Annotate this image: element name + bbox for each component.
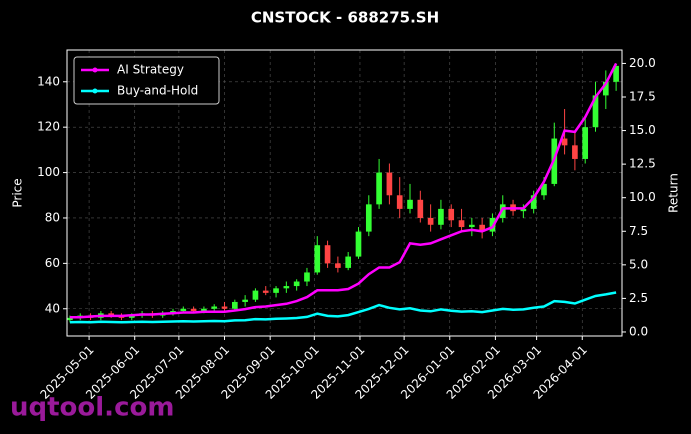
candle-body	[602, 81, 609, 96]
candle-body	[458, 220, 465, 228]
candle-body	[221, 306, 228, 309]
candle-body	[314, 245, 321, 273]
candle-body	[211, 306, 218, 309]
y-tick-label: 80	[45, 210, 60, 224]
candle-body	[417, 199, 424, 218]
chart-title: CNSTOCK - 688275.SH	[251, 9, 439, 27]
candle-body	[262, 290, 269, 293]
candle-body	[345, 256, 352, 268]
candle-body	[283, 286, 290, 289]
candle-body	[324, 245, 331, 264]
candle-body	[335, 263, 341, 268]
y2-tick-label: 12.5	[629, 157, 656, 171]
candle-body	[242, 299, 248, 302]
y-tick-label: 40	[45, 301, 60, 315]
candle-body	[479, 224, 485, 232]
y2-tick-label: 20.0	[629, 56, 656, 70]
y-tick-label: 140	[37, 74, 60, 88]
legend-marker	[92, 88, 98, 94]
legend-box	[73, 56, 220, 105]
candle-body	[520, 208, 527, 212]
candle-body	[273, 288, 279, 293]
y2-axis-label: Return	[667, 173, 681, 213]
candle-body	[427, 217, 434, 225]
watermark: uqtool.com	[10, 393, 174, 423]
candle-body	[499, 204, 506, 218]
candle-body	[365, 204, 372, 232]
legend-label: AI Strategy	[117, 63, 184, 77]
legend-marker	[92, 67, 98, 73]
candle-body	[190, 308, 197, 312]
candle-body	[128, 315, 135, 318]
candle-body	[448, 208, 455, 221]
plot-frame	[66, 49, 623, 337]
candle-body	[582, 127, 589, 159]
y2-tick-label: 2.5	[629, 291, 648, 305]
candle-body	[572, 145, 578, 159]
y2-tick-label: 7.5	[629, 224, 648, 238]
candle-body	[541, 183, 547, 196]
candle-body	[304, 272, 310, 282]
y2-tick-label: 0.0	[629, 324, 648, 338]
candle-body	[438, 208, 444, 225]
y-axis-label: Price	[11, 178, 25, 207]
candle-body	[613, 65, 619, 82]
candle-body	[180, 308, 187, 312]
candle-body	[396, 195, 403, 209]
candle-body	[355, 231, 362, 257]
candle-body	[231, 301, 238, 309]
candle-body	[201, 308, 207, 312]
legend-label: Buy-and-Hold	[117, 84, 198, 98]
candle-body	[592, 95, 599, 128]
y-tick-label: 60	[45, 256, 60, 270]
y-tick-label: 100	[37, 165, 60, 179]
series-line	[69, 291, 617, 324]
series-line	[69, 62, 618, 319]
y2-tick-label: 5.0	[629, 257, 648, 271]
candle-body	[293, 281, 300, 287]
candle-body	[67, 317, 73, 321]
y2-tick-label: 10.0	[629, 190, 656, 204]
candle-body	[376, 172, 382, 205]
y2-tick-label: 15.0	[629, 123, 656, 137]
candle-body	[252, 290, 259, 300]
candle-body	[469, 224, 475, 228]
candle-body	[108, 313, 114, 316]
candle-body	[561, 138, 568, 146]
candle-body	[530, 195, 537, 209]
candle-body	[386, 172, 393, 196]
y-tick-label: 120	[37, 120, 60, 134]
candle-body	[407, 199, 413, 209]
y2-tick-label: 17.5	[629, 89, 656, 103]
legend: AI Strategy Buy-and-Hold	[73, 56, 220, 105]
